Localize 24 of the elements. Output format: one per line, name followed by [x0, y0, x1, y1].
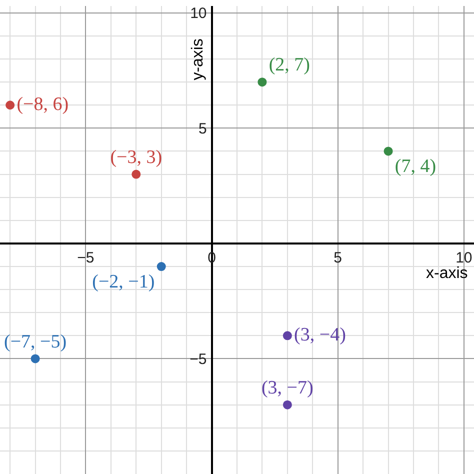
y-tick-label: 5 [198, 120, 207, 138]
point [30, 354, 40, 364]
x-axis-title: x-axis [426, 265, 468, 282]
point [132, 170, 141, 179]
data-label: (−7, −5) [4, 331, 67, 352]
data-label: (7, 4) [394, 156, 436, 178]
y-tick-label: −5 [190, 350, 207, 368]
point [384, 146, 393, 156]
point [156, 262, 166, 272]
data-label: (2, 7) [268, 54, 310, 76]
x-tick-label: 10 [456, 249, 472, 266]
x-tick-label: 5 [334, 249, 342, 266]
point [282, 400, 292, 410]
data-label: (−2, −1) [92, 271, 155, 292]
x-tick-label: −5 [77, 249, 94, 266]
data-label: (3, −4) [294, 324, 346, 346]
data-label: (−3, 3) [110, 146, 162, 168]
point [282, 331, 292, 340]
y-tick-label: 10 [190, 5, 207, 22]
data-label: (3, −7) [261, 377, 314, 398]
point [258, 78, 267, 87]
data-label: (−8, 6) [16, 94, 69, 115]
point [6, 100, 15, 110]
y-axis-title: y-axis [189, 38, 206, 80]
